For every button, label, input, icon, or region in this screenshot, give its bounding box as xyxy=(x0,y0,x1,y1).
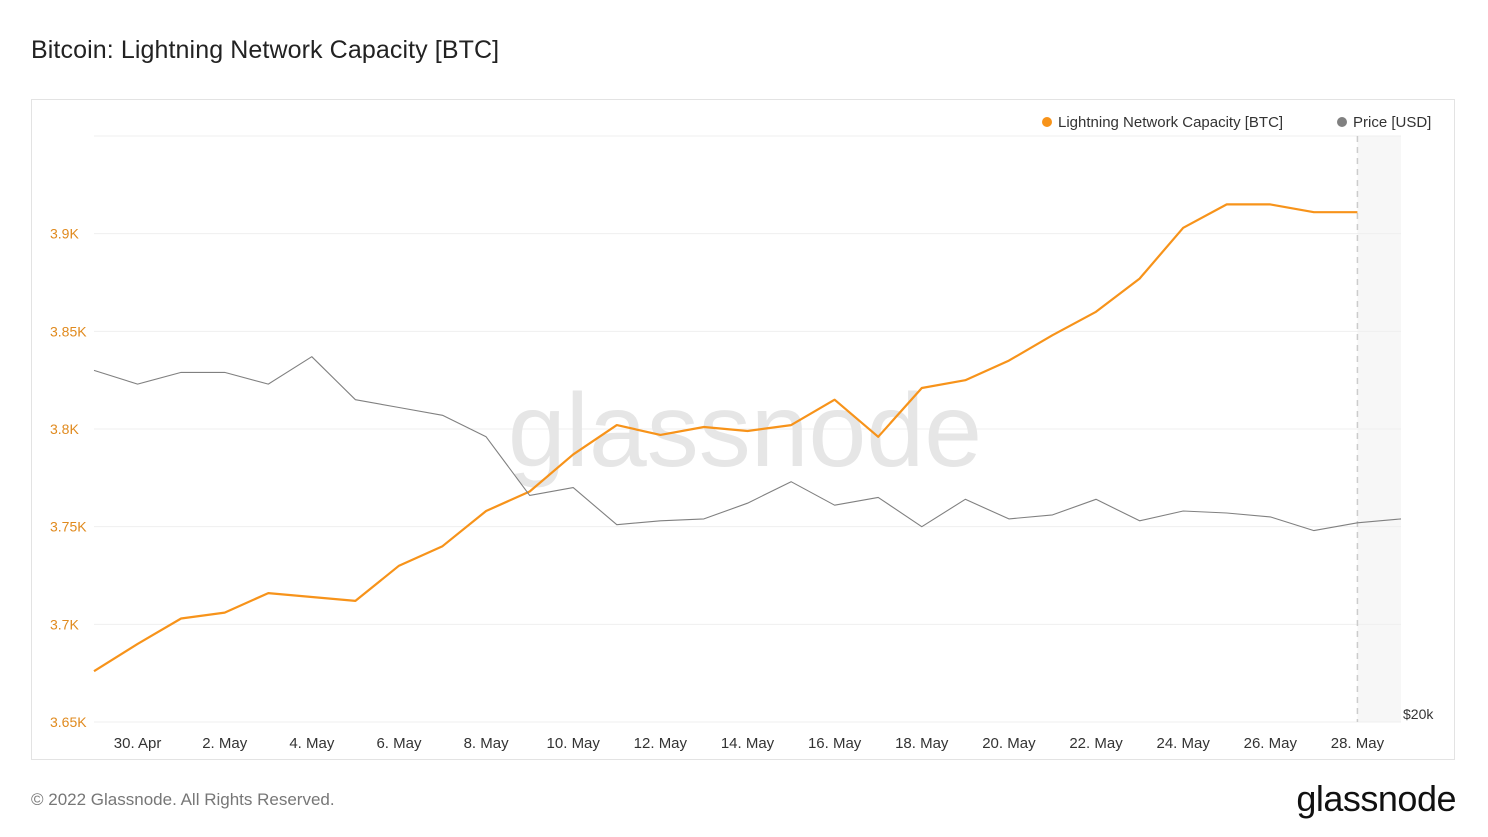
y-left-tick-label: 3.8K xyxy=(50,421,79,437)
x-tick-label: 14. May xyxy=(721,735,775,752)
y-left-tick-label: 3.7K xyxy=(50,616,79,632)
legend-price-label: Price [USD] xyxy=(1353,114,1431,131)
chart-frame: glassnode 3.65K 3.7K 3.75K 3.8K 3.85K 3.9K $20k… xyxy=(31,99,1455,760)
legend-capacity-marker xyxy=(1042,117,1052,127)
capacity-series-line xyxy=(93,203,1358,673)
x-tick-label: 4. May xyxy=(289,735,335,752)
legend-capacity-label: Lightning Network Capacity [BTC] xyxy=(1058,114,1283,131)
page-title: Bitcoin: Lightning Network Capacity [BTC… xyxy=(31,36,500,64)
x-tick-label: 30. Apr xyxy=(114,735,162,752)
x-tick-label: 6. May xyxy=(376,735,422,752)
x-tick-label: 8. May xyxy=(464,735,510,752)
x-tick-label: 24. May xyxy=(1156,735,1210,752)
y-left-tick-label: 3.65K xyxy=(50,714,87,730)
y-left-tick-label: 3.75K xyxy=(50,519,87,535)
x-tick-label: 22. May xyxy=(1069,735,1123,752)
x-tick-label: 2. May xyxy=(202,735,248,752)
x-tick-label: 28. May xyxy=(1331,735,1385,752)
x-tick-label: 10. May xyxy=(547,735,601,752)
legend-price-marker xyxy=(1337,117,1347,127)
line-chart: glassnode3.65K3.7K3.75K3.8K3.85K3.9K$20k… xyxy=(50,114,1434,752)
x-tick-label: 16. May xyxy=(808,735,862,752)
x-tick-label: 20. May xyxy=(982,735,1036,752)
y-left-tick-label: 3.85K xyxy=(50,323,87,339)
glassnode-logo: glassnode xyxy=(1296,778,1456,819)
x-tick-label: 12. May xyxy=(634,735,688,752)
x-tick-label: 18. May xyxy=(895,735,949,752)
y-left-tick-label: 3.9K xyxy=(50,226,79,242)
y-right-tick-label: $20k xyxy=(1403,706,1434,722)
copyright-text: © 2022 Glassnode. All Rights Reserved. xyxy=(31,790,335,809)
price-series-line xyxy=(93,356,1402,532)
x-tick-label: 26. May xyxy=(1244,735,1298,752)
